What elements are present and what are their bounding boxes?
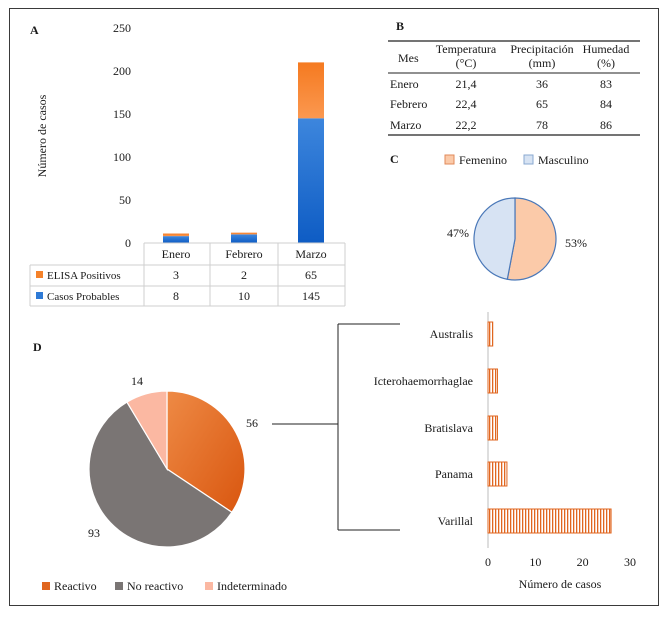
- table-cell: 78: [536, 118, 548, 132]
- legend-label: Masculino: [538, 153, 589, 167]
- legend-label: Reactivo: [54, 579, 97, 593]
- figure-frame: [9, 8, 659, 606]
- panel-a-stacked-bar-chart: Número de casos 0 50 100 150 200 250 Enero Feb…: [29, 21, 346, 307]
- blue-square-icon: [36, 292, 43, 299]
- table-cell: Enero: [390, 77, 419, 91]
- table-cell: 10: [238, 289, 250, 303]
- table-cell: 8: [173, 289, 179, 303]
- y-tick-label: Varillal: [438, 514, 474, 528]
- table-cell: 86: [600, 118, 612, 132]
- legend-label: Indeterminado: [217, 579, 287, 593]
- x-tick-label: Marzo: [295, 247, 326, 261]
- x-tick-label: 30: [624, 555, 636, 569]
- panel-a-y-axis-label: Número de casos: [35, 94, 49, 177]
- table-header-unit: (%): [597, 56, 615, 70]
- table-cell: 21,4: [456, 77, 477, 91]
- bar-casos-probables: [298, 118, 324, 243]
- pie-slice-masculino: [473, 197, 516, 280]
- table-header-unit: (°C): [456, 56, 477, 70]
- y-tick-label: Panama: [435, 467, 474, 481]
- x-tick-label: 20: [577, 555, 589, 569]
- panel-a-label: A: [30, 23, 39, 37]
- panel-d-x-axis-label: Número de casos: [519, 577, 602, 591]
- y-tick-label: Icterohaemorrhaglae: [374, 374, 473, 388]
- panel-a-y-ticks: 0 50 100 150 200 250: [113, 21, 131, 250]
- bar-serovar: [487, 415, 498, 441]
- x-tick-label: 10: [529, 555, 541, 569]
- pie-slice-label: 14: [131, 374, 143, 388]
- y-tick-label: 100: [113, 150, 131, 164]
- table-cell: Marzo: [390, 118, 421, 132]
- pie-slice-no-reactivo: [88, 401, 233, 548]
- table-header: Temperatura: [436, 42, 497, 56]
- orange-square-icon: [36, 271, 43, 278]
- bar-elisa-positivos: [298, 62, 324, 119]
- pie-slice-label: 93: [88, 526, 100, 540]
- table-cell: 22,4: [456, 97, 477, 111]
- panel-b-label: B: [396, 19, 404, 33]
- table-cell: 83: [600, 77, 612, 91]
- table-row-label: ELISA Positivos: [47, 270, 121, 282]
- panel-d-serovar-bar-chart: Número de casos 0 10 20 30 Australis Icteroha…: [374, 312, 636, 591]
- bar-casos-probables: [163, 236, 189, 243]
- table-header-unit: (mm): [529, 56, 556, 70]
- panel-c-sex-pie-chart: Femenino Masculino 53% 47%: [444, 153, 589, 281]
- bar-serovar: [487, 461, 508, 487]
- pie-slice-label: 56: [246, 416, 258, 430]
- table-cell: 65: [536, 97, 548, 111]
- x-tick-label: Enero: [162, 247, 191, 261]
- pie-slice-indeterminado: [126, 390, 168, 472]
- bar-serovar: [487, 508, 612, 534]
- legend-label: Femenino: [459, 153, 507, 167]
- table-cell: 145: [302, 289, 320, 303]
- y-tick-label: Australis: [430, 327, 474, 341]
- panel-a-bars: [163, 62, 324, 243]
- panel-b-climate-table: Mes Temperatura(°C) Precipitación(mm) Humed…: [388, 40, 640, 136]
- bar-serovar: [487, 368, 498, 394]
- table-cell: 2: [241, 268, 247, 282]
- table-cell: 84: [600, 97, 612, 111]
- masculino-square-icon: [523, 154, 534, 165]
- y-tick-label: Bratislava: [424, 421, 473, 435]
- y-tick-label: 50: [119, 193, 131, 207]
- indeterminado-square-icon: [205, 582, 213, 590]
- table-cell: 65: [305, 268, 317, 282]
- panel-d-connectors: [272, 323, 400, 531]
- reactivo-square-icon: [42, 582, 50, 590]
- x-tick-label: Febrero: [225, 247, 262, 261]
- no-reactivo-square-icon: [115, 582, 123, 590]
- femenino-square-icon: [444, 154, 455, 165]
- bar-elisa-positivos: [163, 233, 189, 237]
- bar-elisa-positivos: [231, 232, 257, 235]
- panel-c-label: C: [390, 152, 399, 166]
- pie-slice-label: 47%: [447, 226, 469, 240]
- legend-label: No reactivo: [127, 579, 183, 593]
- table-cell: 3: [173, 268, 179, 282]
- table-header: Precipitación: [510, 42, 573, 56]
- table-row-label: Casos Probables: [47, 291, 119, 303]
- y-tick-label: 250: [113, 21, 131, 35]
- y-tick-label: 150: [113, 107, 131, 121]
- y-tick-label: 0: [125, 236, 131, 250]
- bar-serovar: [487, 321, 494, 347]
- pie-slice-femenino: [506, 197, 557, 281]
- table-cell: 36: [536, 77, 548, 91]
- bar-casos-probables: [231, 234, 257, 243]
- table-cell: 22,2: [456, 118, 477, 132]
- table-cell: Febrero: [390, 97, 427, 111]
- table-header: Humedad: [583, 42, 630, 56]
- y-tick-label: 200: [113, 64, 131, 78]
- x-tick-label: 0: [485, 555, 491, 569]
- panel-d-label: D: [33, 340, 42, 354]
- table-header: Mes: [398, 51, 419, 65]
- panel-a-data-table: Enero Febrero Marzo ELISA Positivos 3 2 65 Caso…: [29, 242, 346, 307]
- pie-slice-label: 53%: [565, 236, 587, 250]
- panel-d-elisa-pie-chart: 56 93 14 Reactivo No reactivo Indeterminado: [42, 374, 287, 593]
